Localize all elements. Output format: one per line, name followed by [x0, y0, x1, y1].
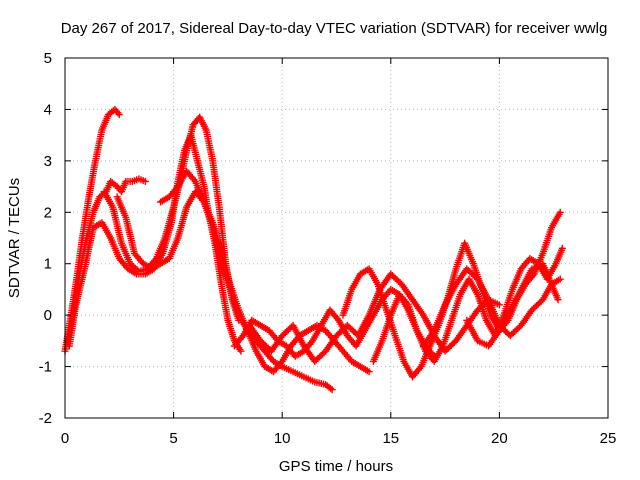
data-point	[237, 347, 245, 355]
y-tick-label: 1	[44, 256, 52, 273]
x-tick-label: 15	[382, 430, 399, 447]
y-tick-label: -2	[39, 410, 52, 427]
data-point	[554, 296, 562, 304]
y-tick-label: 4	[44, 101, 52, 118]
x-tick-label: 20	[491, 430, 508, 447]
x-tick-label: 0	[61, 430, 69, 447]
x-axis-label: GPS time / hours	[279, 458, 393, 475]
y-tick-label: 0	[44, 307, 52, 324]
data-point	[556, 208, 564, 216]
y-tick-label: 5	[44, 50, 52, 67]
data-marks	[61, 105, 566, 394]
data-point	[328, 386, 336, 394]
series-track-5	[113, 188, 336, 394]
data-marker-interp	[327, 384, 335, 392]
y-axis-label: SDTVAR / TECUs	[6, 178, 23, 298]
y-tick-label: -1	[39, 359, 52, 376]
data-point	[558, 244, 566, 252]
data-point	[556, 275, 564, 283]
series-track-8	[246, 270, 503, 365]
x-tick-label: 10	[274, 430, 291, 447]
series-track-11	[419, 265, 564, 350]
series-track-12	[463, 260, 562, 350]
y-tick-label: 3	[44, 153, 52, 170]
data-point	[115, 111, 123, 119]
x-tick-label: 5	[169, 430, 177, 447]
axis-ticks: 0 5 10 15 20 25 -2 -1 0 1 2 3 4 5	[39, 50, 617, 447]
plot-frame	[64, 57, 609, 419]
grid	[65, 58, 608, 418]
data-point	[141, 177, 149, 185]
y-tick-label: 2	[44, 204, 52, 221]
data-point	[365, 368, 373, 376]
chart-title: Day 267 of 2017, Sidereal Day-to-day VTE…	[61, 20, 608, 37]
series-track-10	[369, 244, 566, 365]
data-point	[495, 301, 503, 309]
x-tick-label: 25	[600, 430, 617, 447]
